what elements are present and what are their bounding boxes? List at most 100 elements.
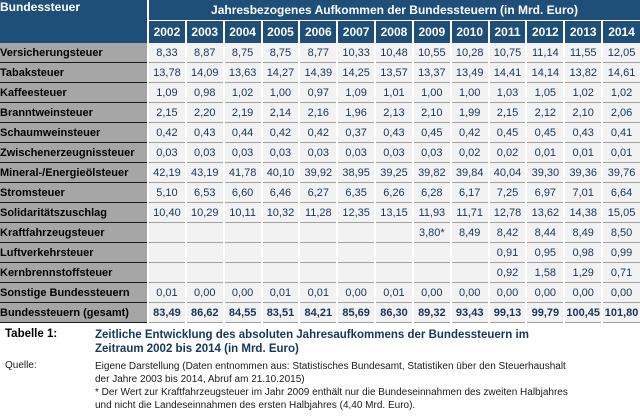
table-row: Sonstige Bundessteuern 0,01 0,00 0,00 0,01 0,… [0, 282, 640, 303]
year-column-header: 2014 [601, 20, 640, 43]
total-row: Bundessteuern (gesamt) 83,49 86,62 84,55 83,… [0, 302, 640, 323]
table-row: Schaumweinsteuer 0,42 0,43 0,44 0,42 0,42 0,37… [0, 122, 640, 143]
value-cell: 1,29 [563, 262, 603, 283]
value-cell [336, 242, 376, 263]
value-cell: 10,28 [449, 43, 489, 63]
value-cell: 85,69 [336, 302, 376, 323]
value-cell: 14,25 [336, 62, 376, 83]
source-line-2: der Jahre 2003 bis 2014, Abruf am 21.10.… [95, 374, 305, 385]
value-cell: 0,44 [222, 122, 262, 143]
value-cell: 1,09 [147, 82, 186, 103]
value-cell: 10,75 [487, 43, 527, 63]
value-cell: 84,21 [298, 302, 338, 323]
value-cell: 1,05 [525, 82, 565, 103]
value-cell: 0,43 [374, 122, 413, 143]
value-cell: 0,42 [260, 122, 300, 143]
value-cell [298, 242, 338, 263]
year-column-header: 2004 [222, 20, 262, 43]
value-cell: 0,03 [184, 142, 224, 163]
row-label: Mineral-/Energieölsteuer [0, 162, 148, 183]
value-cell: 0,45 [525, 122, 565, 143]
value-cell [449, 262, 489, 283]
table-row: Zwischenerzeugnissteuer 0,03 0,03 0,03 0,03 0… [0, 142, 640, 163]
value-cell: 0,00 [336, 282, 376, 303]
table-row: Luftverkehrsteuer 0,91 0,95 0,98 0,99 [0, 242, 640, 263]
row-label: Stromsteuer [0, 182, 148, 203]
source-row: Quelle: Eigene Darstellung (Daten entnom… [0, 360, 640, 412]
value-cell: 0,43 [563, 122, 603, 143]
value-cell: 2,13 [374, 102, 413, 123]
value-cell: 39,84 [449, 162, 489, 183]
value-cell: 6,35 [336, 182, 376, 203]
row-label: Kaffeesteuer [0, 82, 148, 103]
value-cell: 7,01 [563, 182, 603, 203]
value-cell: 11,14 [525, 43, 565, 63]
value-cell: 38,95 [336, 162, 376, 183]
row-label: Solidaritätszuschlag [0, 202, 148, 223]
value-cell: 13,82 [563, 62, 603, 83]
value-cell: 1,02 [222, 82, 262, 103]
value-cell: 6,53 [184, 182, 224, 203]
value-cell: 0,03 [374, 142, 413, 163]
value-cell: 40,04 [487, 162, 527, 183]
table-row: Kraftfahrzeugsteuer 3,80* 8,49 8,42 8,44 8,49… [0, 222, 640, 243]
value-cell: 8,87 [184, 43, 224, 63]
value-cell: 0,45 [411, 122, 451, 143]
value-cell: 0,91 [487, 242, 527, 263]
value-cell: 13,57 [374, 62, 413, 83]
row-label: Tabaksteuer [0, 62, 148, 83]
row-label: Versicherungsteuer [0, 43, 148, 63]
row-label: Bundessteuern (gesamt) [0, 302, 148, 323]
value-cell: 11,93 [411, 202, 451, 223]
value-cell: 0,98 [184, 82, 224, 103]
value-cell: 8,75 [222, 43, 262, 63]
value-cell: 1,01 [374, 82, 413, 103]
value-cell: 86,30 [374, 302, 413, 323]
value-cell: 11,28 [298, 202, 338, 223]
corner-header-bundessteuer: Bundessteuer [0, 0, 149, 43]
value-cell: 0,03 [336, 142, 376, 163]
value-cell: 1,00 [449, 82, 489, 103]
caption-line-2: Zeitraum 2002 bis 2014 (in Mrd. Euro) [95, 343, 299, 355]
year-column-header: 2013 [563, 20, 603, 43]
value-cell: 0,42 [449, 122, 489, 143]
row-label: Kernbrennstoffsteuer [0, 262, 148, 283]
value-cell [411, 242, 451, 263]
year-column-header: 2012 [525, 20, 565, 43]
value-cell: 2,16 [298, 102, 338, 123]
value-cell: 13,49 [449, 62, 489, 83]
year-column-header: 2007 [336, 20, 376, 43]
value-cell: 6,27 [298, 182, 338, 203]
value-cell: 1,00 [411, 82, 451, 103]
value-cell: 0,01 [525, 142, 565, 163]
value-cell [374, 262, 413, 283]
value-cell: 12,78 [487, 202, 527, 223]
year-column-header: 2006 [298, 20, 338, 43]
value-cell [147, 262, 186, 283]
value-cell: 0,99 [601, 242, 640, 263]
row-label: Schaumweinsteuer [0, 122, 148, 143]
row-label: Branntweinsteuer [0, 102, 148, 123]
footnote-line-1: * Der Wert zur Kraftfahrzeugsteuer im Ja… [95, 387, 568, 398]
row-label: Kraftfahrzeugsteuer [0, 222, 148, 243]
year-column-header: 2002 [147, 20, 186, 43]
value-cell [184, 242, 224, 263]
table-row: Solidaritätszuschlag 10,40 10,29 10,11 10,32… [0, 202, 640, 223]
value-cell: 1,99 [449, 102, 489, 123]
caption-row: Tabelle 1: Zeitliche Entwicklung des abs… [0, 328, 640, 356]
value-cell: 0,00 [563, 282, 603, 303]
value-cell: 0,02 [449, 142, 489, 163]
value-cell [222, 242, 262, 263]
value-cell: 2,19 [222, 102, 262, 123]
value-cell: 8,49 [449, 222, 489, 243]
value-cell: 41,78 [222, 162, 262, 183]
value-cell [147, 222, 186, 243]
value-cell: 6,60 [222, 182, 262, 203]
table-row: Branntweinsteuer 2,15 2,20 2,19 2,14 2,16 1,96… [0, 102, 640, 123]
value-cell: 6,17 [449, 182, 489, 203]
value-cell: 39,25 [374, 162, 413, 183]
value-cell: 43,19 [184, 162, 224, 183]
value-cell: 84,55 [222, 302, 262, 323]
value-cell: 15,05 [601, 202, 640, 223]
value-cell: 0,00 [411, 282, 451, 303]
